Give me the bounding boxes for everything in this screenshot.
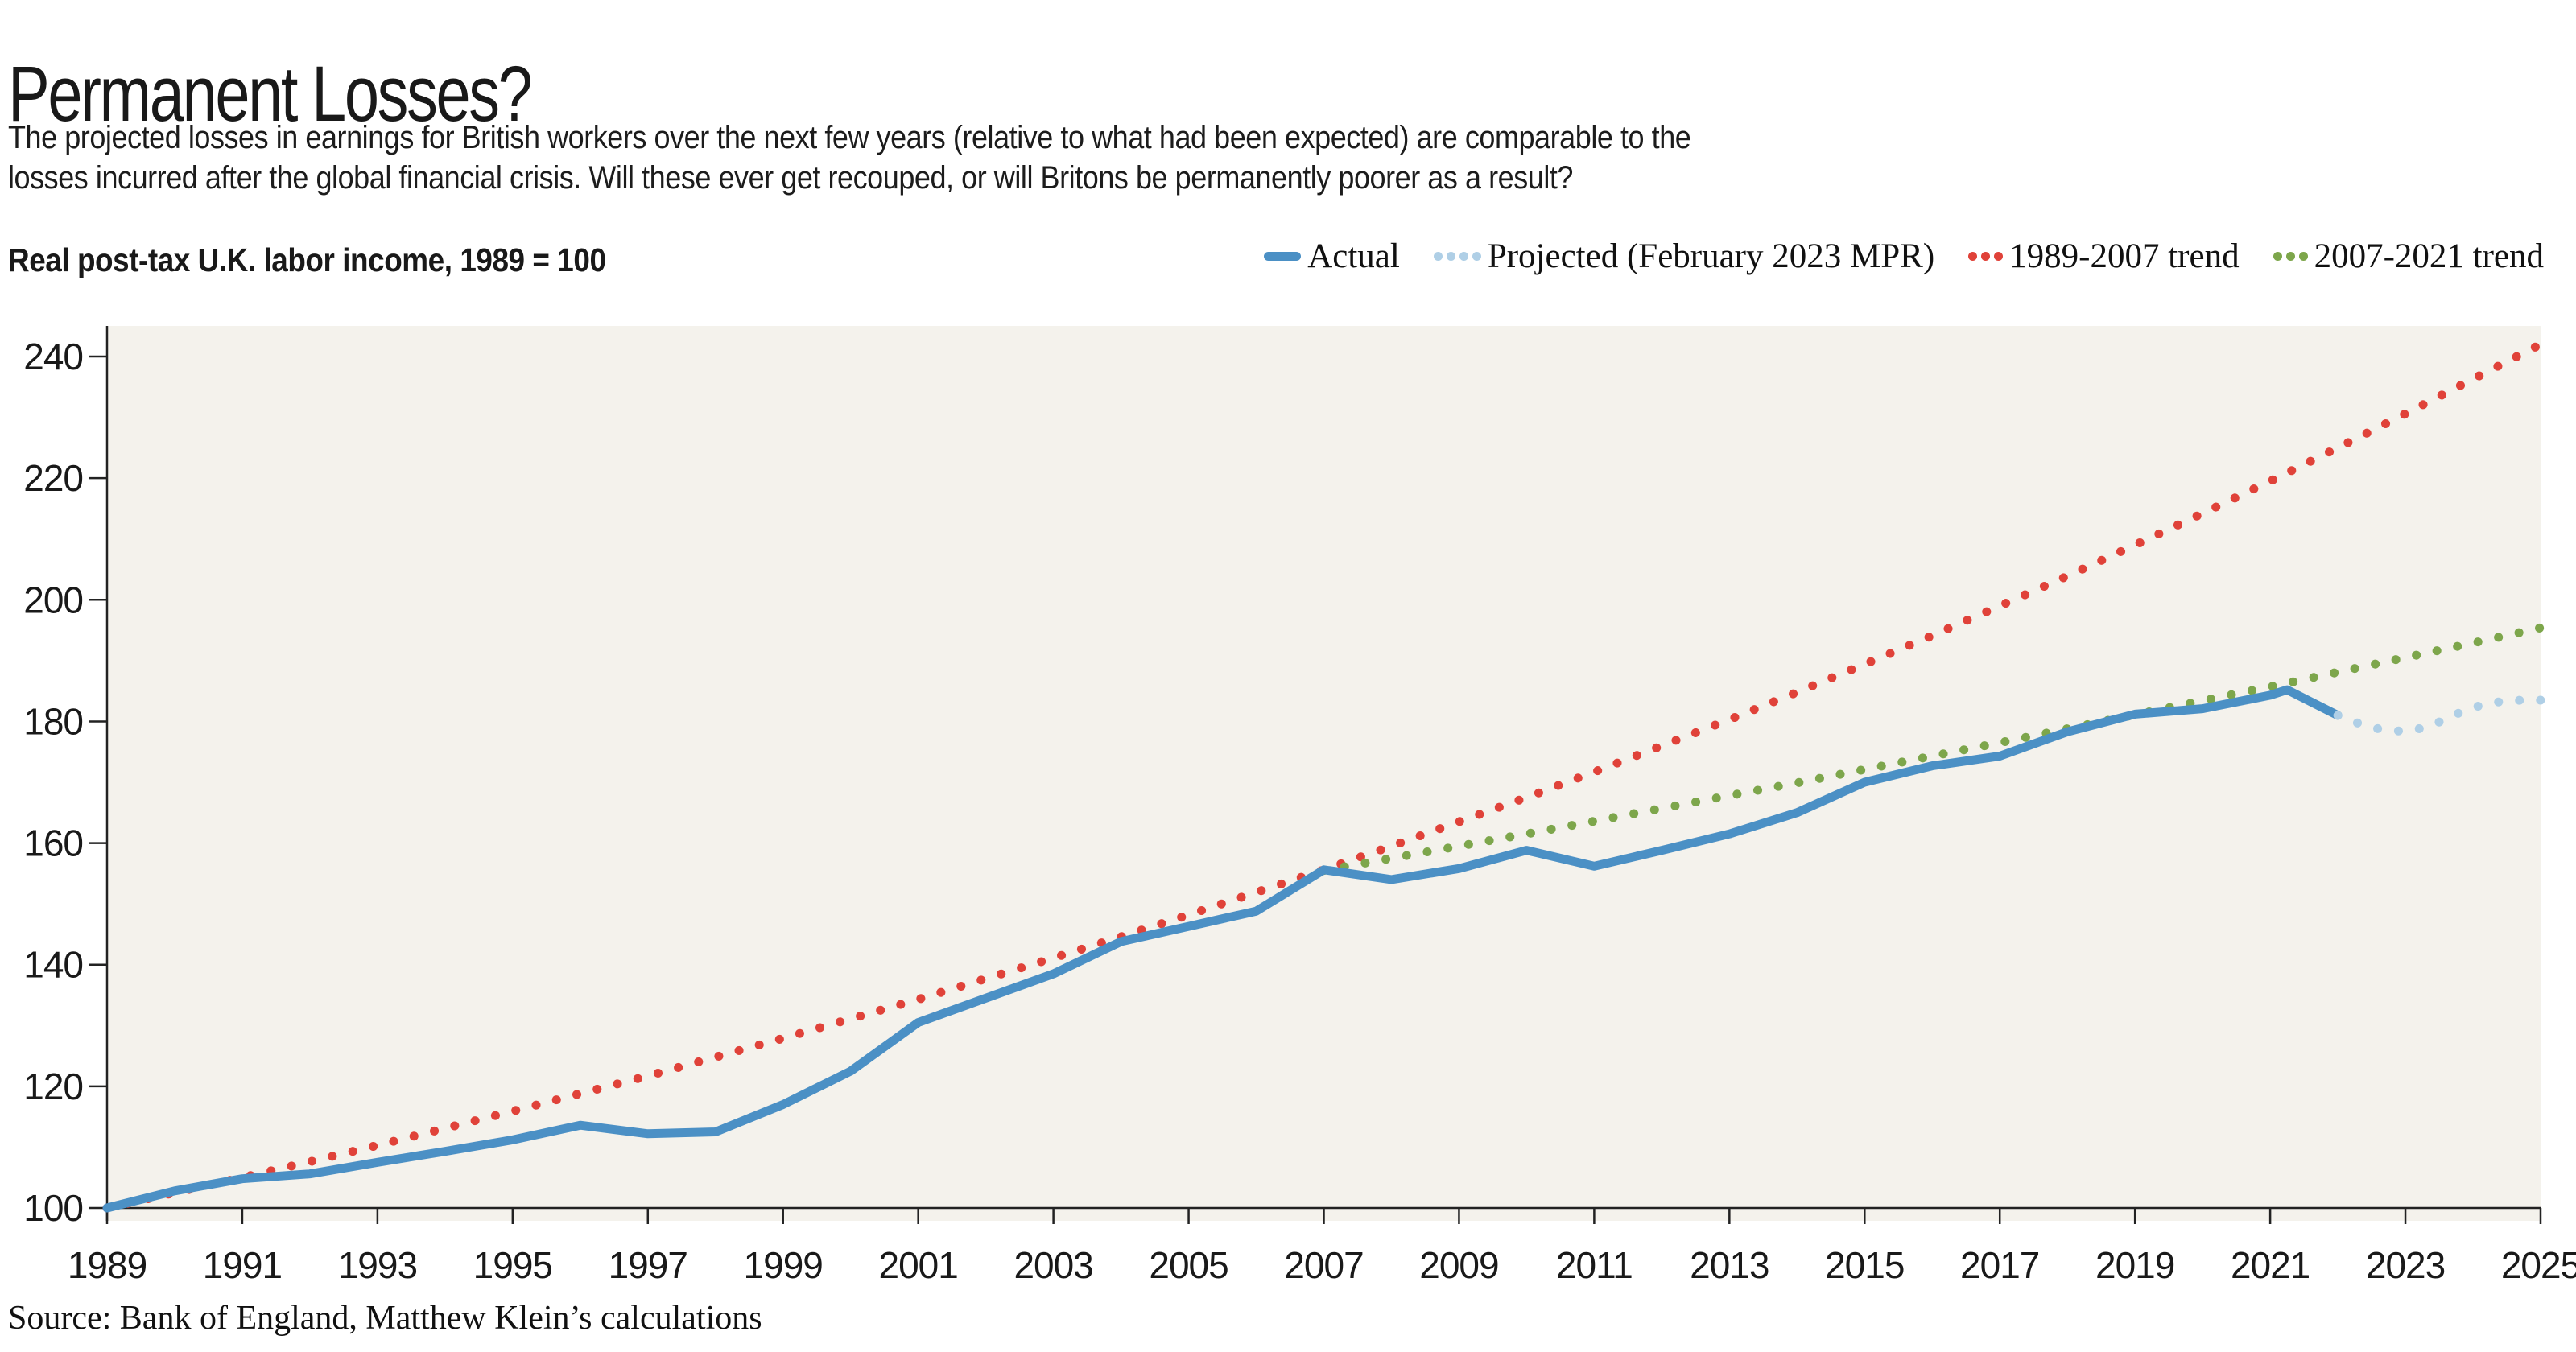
y-tick-label: 220 xyxy=(23,457,83,499)
y-tick-label: 240 xyxy=(23,336,83,377)
y-tick-label: 100 xyxy=(23,1187,83,1229)
x-tick-label: 2019 xyxy=(2095,1244,2174,1286)
x-tick-label: 1999 xyxy=(744,1244,823,1286)
series-2007-2021-trend xyxy=(1319,623,2545,876)
x-tick-label: 2001 xyxy=(878,1244,957,1286)
x-tick-label: 2013 xyxy=(1690,1244,1769,1286)
subtitle-line-1: The projected losses in earnings for Bri… xyxy=(8,120,1691,155)
actual-line-swatch-icon xyxy=(1264,252,1302,261)
legend-label: Actual xyxy=(1307,237,1400,275)
x-tick-label: 2015 xyxy=(1825,1244,1904,1286)
y-tick-label: 120 xyxy=(23,1066,83,1107)
x-tick-label: 1993 xyxy=(338,1244,417,1286)
plot-area xyxy=(107,326,2541,1221)
projected-dots-swatch-icon xyxy=(1433,252,1481,261)
x-tick-label: 1995 xyxy=(473,1244,552,1286)
x-tick-label: 2017 xyxy=(1960,1244,2039,1286)
subtitle-line-2: losses incurred after the global financi… xyxy=(8,160,1574,196)
chart-legend: Actual Projected (February 2023 MPR) 198… xyxy=(1264,237,2544,276)
x-tick-label: 1991 xyxy=(203,1244,282,1286)
series-projected-february-2023-mpr- xyxy=(2333,695,2545,736)
y-tick-label: 160 xyxy=(23,822,83,864)
legend-label: Projected (February 2023 MPR) xyxy=(1487,237,1935,275)
x-tick-label: 1997 xyxy=(609,1244,687,1286)
green-dots-swatch-icon xyxy=(2273,252,2308,261)
legend-item-trend-2007-2021: 2007-2021 trend xyxy=(2273,237,2544,276)
y-tick-label: 140 xyxy=(23,944,83,986)
x-tick-label: 2007 xyxy=(1284,1244,1363,1286)
x-tick-label: 2005 xyxy=(1149,1244,1228,1286)
legend-item-trend-1989-2007: 1989-2007 trend xyxy=(1968,237,2240,276)
legend-label: 1989-2007 trend xyxy=(2009,237,2240,275)
x-tick-label: 2011 xyxy=(1556,1244,1633,1286)
legend-label: 2007-2021 trend xyxy=(2314,237,2544,275)
series-actual xyxy=(102,685,2343,1213)
page-title: Permanent Losses? xyxy=(8,49,533,138)
page-subtitle: The projected losses in earnings for Bri… xyxy=(8,117,1691,198)
y-tick-label: 200 xyxy=(23,579,83,620)
legend-item-actual: Actual xyxy=(1264,237,1400,276)
x-tick-label: 2021 xyxy=(2231,1244,2310,1286)
red-dots-swatch-icon xyxy=(1968,252,2004,261)
chart-title: Real post-tax U.K. labor income, 1989 = … xyxy=(8,241,606,278)
legend-item-projected: Projected (February 2023 MPR) xyxy=(1433,237,1935,276)
y-tick-label: 180 xyxy=(23,700,83,742)
source-note: Source: Bank of England, Matthew Klein’s… xyxy=(8,1300,762,1337)
x-tick-label: 2023 xyxy=(2366,1244,2445,1286)
x-tick-label: 1989 xyxy=(68,1244,147,1286)
x-tick-label: 2009 xyxy=(1419,1244,1498,1286)
x-tick-label: 2025 xyxy=(2501,1244,2576,1286)
x-tick-label: 2003 xyxy=(1013,1244,1092,1286)
